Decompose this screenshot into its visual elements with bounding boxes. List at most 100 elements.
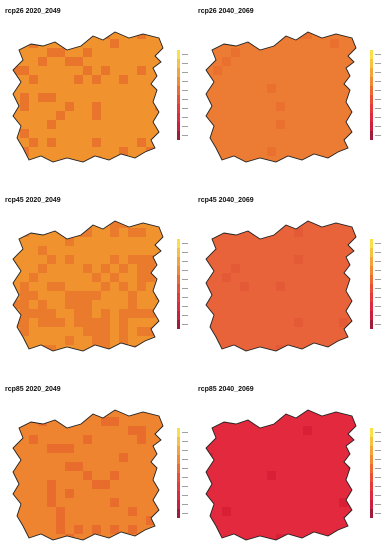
heat-cell: [330, 39, 339, 48]
legend-swatch: [370, 122, 373, 131]
heat-cell: [83, 318, 92, 327]
legend-swatch: [177, 491, 180, 500]
panel-title: rcp45 2040_2069: [198, 197, 254, 204]
heat-cell: [119, 345, 128, 351]
heat-cell: [128, 228, 137, 237]
heat-cell: [164, 354, 173, 363]
heat-cell: [137, 66, 146, 75]
panel-title: rcp85 2020_2049: [5, 386, 61, 393]
legend-swatch: [370, 455, 373, 464]
legend-swatch: [177, 446, 180, 455]
legend-swatch: [177, 68, 180, 77]
heat-cell: [110, 273, 119, 282]
legend-swatch: [370, 50, 373, 59]
heat-cell: [83, 300, 92, 309]
legend-swatch: [370, 302, 373, 311]
heat-cell: [303, 426, 312, 435]
heat-cell: [65, 354, 74, 363]
colour-legend: [369, 426, 386, 526]
heat-cell: [29, 435, 38, 444]
legend-swatch: [177, 257, 180, 266]
heat-cell: [276, 345, 285, 351]
heat-cell: [101, 282, 110, 291]
heat-cell: [20, 354, 29, 363]
heat-cell: [267, 471, 276, 480]
heat-cell: [92, 336, 101, 345]
heat-cell: [110, 354, 119, 363]
legend-swatch: [177, 122, 180, 131]
heat-cell: [47, 318, 56, 327]
heat-cell: [65, 221, 74, 228]
heat-cell: [258, 32, 267, 39]
legend-swatch: [370, 464, 373, 473]
legend-swatch: [177, 284, 180, 293]
heat-cell: [146, 264, 155, 273]
legend-swatch: [370, 104, 373, 113]
heat-cell: [47, 354, 56, 363]
legend-swatch: [177, 239, 180, 248]
heat-cell: [38, 221, 47, 228]
heat-cell: [92, 138, 101, 147]
heat-cell: [38, 165, 47, 174]
heat-cell: [222, 273, 231, 282]
heat-cell: [164, 102, 173, 111]
legend-swatch: [370, 446, 373, 455]
heat-cell: [128, 309, 137, 318]
panel-rcp45-2020: rcp45 2020_2049: [3, 197, 193, 367]
legend-swatch: [177, 104, 180, 113]
legend-swatch: [177, 50, 180, 59]
heat-cell: [38, 318, 47, 327]
heat-cell: [56, 507, 65, 516]
heat-cell: [137, 345, 146, 351]
heat-cell: [20, 66, 29, 75]
heat-cell: [47, 489, 56, 498]
heat-cell: [74, 318, 83, 327]
heat-cell: [119, 336, 128, 345]
heat-cell: [65, 444, 74, 453]
heat-cell: [20, 282, 29, 291]
region-outline: [12, 220, 164, 352]
legend-swatch: [177, 293, 180, 302]
legend-swatch: [370, 113, 373, 122]
heat-cell: [137, 273, 146, 282]
heat-cell: [119, 453, 128, 462]
heat-cell: [92, 102, 101, 111]
heat-cell: [92, 111, 101, 120]
heat-cell: [65, 534, 74, 540]
legend-swatch: [370, 275, 373, 284]
heat-cell: [20, 291, 29, 300]
legend-swatch: [177, 509, 180, 518]
heat-cell: [74, 291, 83, 300]
heat-cell: [13, 66, 20, 75]
heat-cell: [294, 32, 303, 39]
heat-cell: [20, 102, 29, 111]
heat-cell: [56, 525, 65, 534]
heat-cell: [164, 48, 173, 57]
heat-cell: [47, 138, 56, 147]
heat-cell: [38, 300, 47, 309]
heat-cell: [276, 120, 285, 129]
legend-swatch: [177, 428, 180, 437]
heat-cell: [146, 327, 155, 336]
colour-legend: [176, 48, 196, 148]
heat-cell: [137, 435, 146, 444]
heat-cell: [13, 336, 20, 345]
heat-cell: [128, 255, 137, 264]
region-outline: [12, 409, 164, 541]
heat-cell: [164, 525, 173, 534]
legend-swatch: [177, 455, 180, 464]
heat-cell: [119, 75, 128, 84]
heat-cell: [137, 255, 146, 264]
heat-cell: [20, 93, 29, 102]
heat-cell: [101, 336, 110, 345]
heat-cell: [92, 273, 101, 282]
heat-cell: [110, 221, 119, 228]
heat-cell: [164, 228, 173, 237]
heat-cell: [92, 291, 101, 300]
heat-cell: [74, 32, 83, 39]
heat-cell: [65, 489, 74, 498]
legend-swatch: [177, 77, 180, 86]
heat-cell: [65, 102, 74, 111]
heat-cell: [47, 282, 56, 291]
region-outline: [12, 31, 164, 163]
